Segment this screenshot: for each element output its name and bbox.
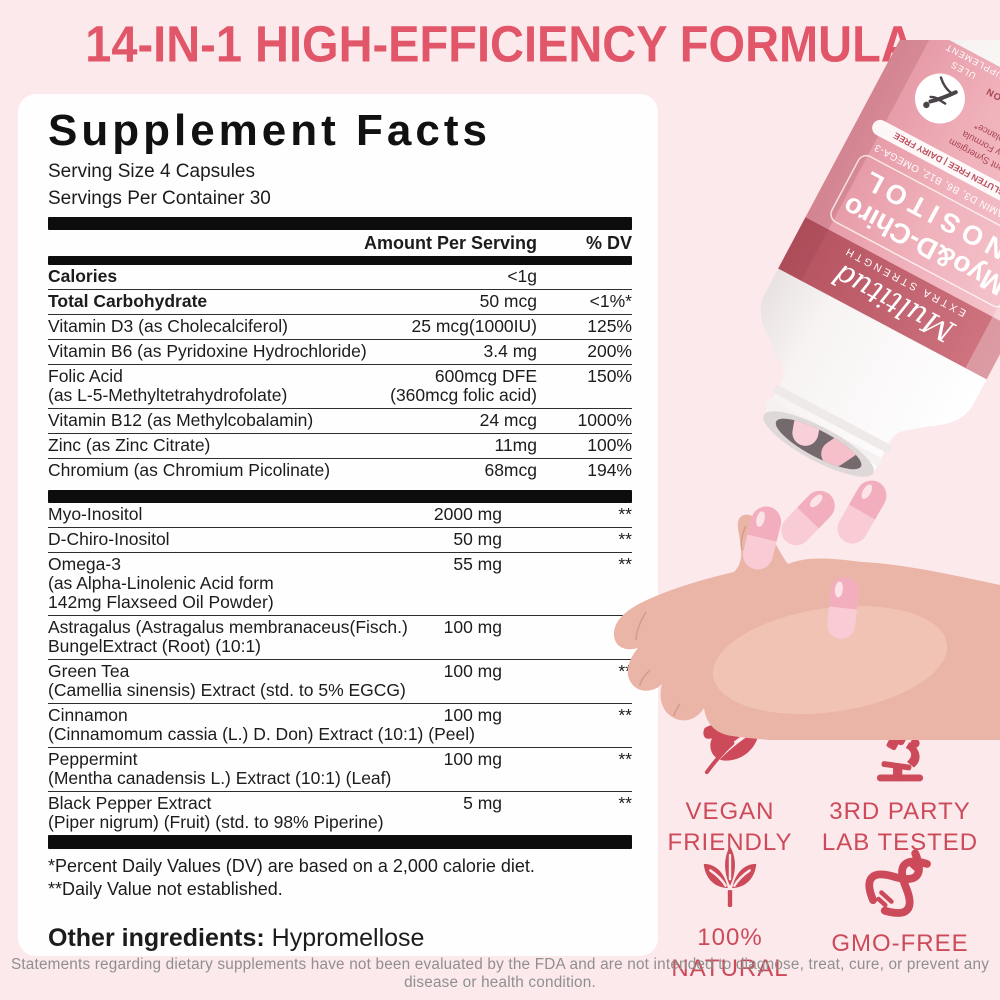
other-ingredients-label: Other ingredients: [48, 923, 265, 952]
table-row: Omega-3 (as Alpha-Linolenic Acid form 14… [48, 553, 632, 617]
table-row: Peppermint (Mentha canadensis L.) Extrac… [48, 748, 632, 793]
column-dv: % DV [585, 233, 632, 254]
table-row: Astragalus (Astragalus membranaceus(Fisc… [48, 616, 632, 661]
dancer-icon [923, 76, 958, 109]
badge-label: VEGAN FRIENDLY [667, 798, 793, 857]
label-free-strip [872, 119, 1000, 225]
other-ingredients-text: Hypromellose Capsule,Magnesium Stearate,… [48, 923, 534, 956]
table-divider [48, 217, 632, 231]
sprout-icon [703, 846, 757, 908]
table-divider [48, 256, 632, 266]
servings-per-container: Servings Per Container 30 [48, 188, 271, 210]
table-row: Chromium (as Chromium Picolinate) 68mcg … [48, 460, 632, 481]
table-row: Myo-Inositol 2000 mg ** [48, 503, 632, 529]
table-row: Folic Acid (as L-5-Methyltetrahydrofolat… [48, 365, 632, 410]
bottle-label-band [778, 217, 1000, 380]
badge-vegan-friendly: VEGAN FRIENDLY [655, 712, 805, 858]
table-row: Total Carbohydrate 50 mcg <1%* [48, 290, 632, 316]
table-divider [48, 490, 632, 504]
botanical-rows: Myo-Inositol 2000 mg ** D-Chiro-Inositol… [48, 503, 632, 835]
table-row: Vitamin B6 (as Pyridoxine Hydrochloride)… [48, 340, 632, 366]
other-ingredients: Other ingredients: Hypromellose Capsule,… [48, 922, 632, 956]
table-row: Black Pepper Extract (Piper nigrum) (Fru… [48, 793, 632, 833]
table-row: Calories <1g [48, 265, 632, 291]
footnote-not-established: **Daily Value not established. [48, 878, 283, 899]
table-row: Vitamin B12 (as Methylcobalamin) 24 mcg … [48, 409, 632, 435]
vitamin-rows: Calories <1g Total Carbohydrate 50 mcg <… [48, 265, 632, 483]
table-row: D-Chiro-Inositol 50 mg ** [48, 528, 632, 554]
product-bottle: Multitud EXTRA STRENGTH Myo&D-Chiro INOS… [760, 40, 1000, 477]
footnotes: *Percent Daily Values (DV) are based on … [48, 855, 632, 900]
badge-gmo-free: GMO-FREE [815, 846, 985, 959]
finger-creases [635, 525, 747, 717]
product-scene: Multitud EXTRA STRENGTH Myo&D-Chiro INOS… [613, 40, 1000, 740]
pink-capsules [742, 480, 887, 639]
badge-label: GMO-FREE [831, 930, 969, 957]
table-row: Green Tea (Camellia sinensis) Extract (s… [48, 660, 632, 705]
fda-disclaimer: Statements regarding dietary supplements… [10, 956, 990, 991]
table-row: Zinc (as Zinc Citrate) 11mg 100% [48, 434, 632, 460]
table-header: Amount Per Serving % DV [48, 230, 632, 256]
supplement-facts-panel: Supplement Facts Serving Size 4 Capsules… [18, 94, 658, 956]
table-row: Cinnamon (Cinnamomum cassia (L.) D. Don)… [48, 704, 632, 749]
table-row: Vitamin D3 (as Cholecalciferol) 25 mcg(1… [48, 315, 632, 341]
badge-100-natural: 100% NATURAL [655, 842, 805, 984]
banner-title: 14-IN-1 HIGH-EFFICIENCY FORMULA [85, 15, 915, 73]
palm-highlight [712, 605, 948, 715]
open-hand [613, 514, 1000, 740]
badge-label: 3RD PARTY LAB TESTED [821, 798, 979, 857]
badge-3rd-party-lab-tested: 3RD PARTY LAB TESTED [815, 712, 985, 858]
label-shadow [778, 40, 934, 281]
facts-title: Supplement Facts [48, 106, 491, 155]
serving-size: Serving Size 4 Capsules [48, 161, 255, 182]
column-amount: Amount Per Serving [363, 233, 537, 254]
bottle-neck-ring [773, 385, 891, 453]
label-title-box [830, 154, 1000, 308]
badge-label: 100% NATURAL [671, 924, 789, 983]
table-divider [48, 835, 632, 850]
dna-icon [865, 849, 931, 917]
footnote-dv: *Percent Daily Values (DV) are based on … [48, 856, 535, 877]
